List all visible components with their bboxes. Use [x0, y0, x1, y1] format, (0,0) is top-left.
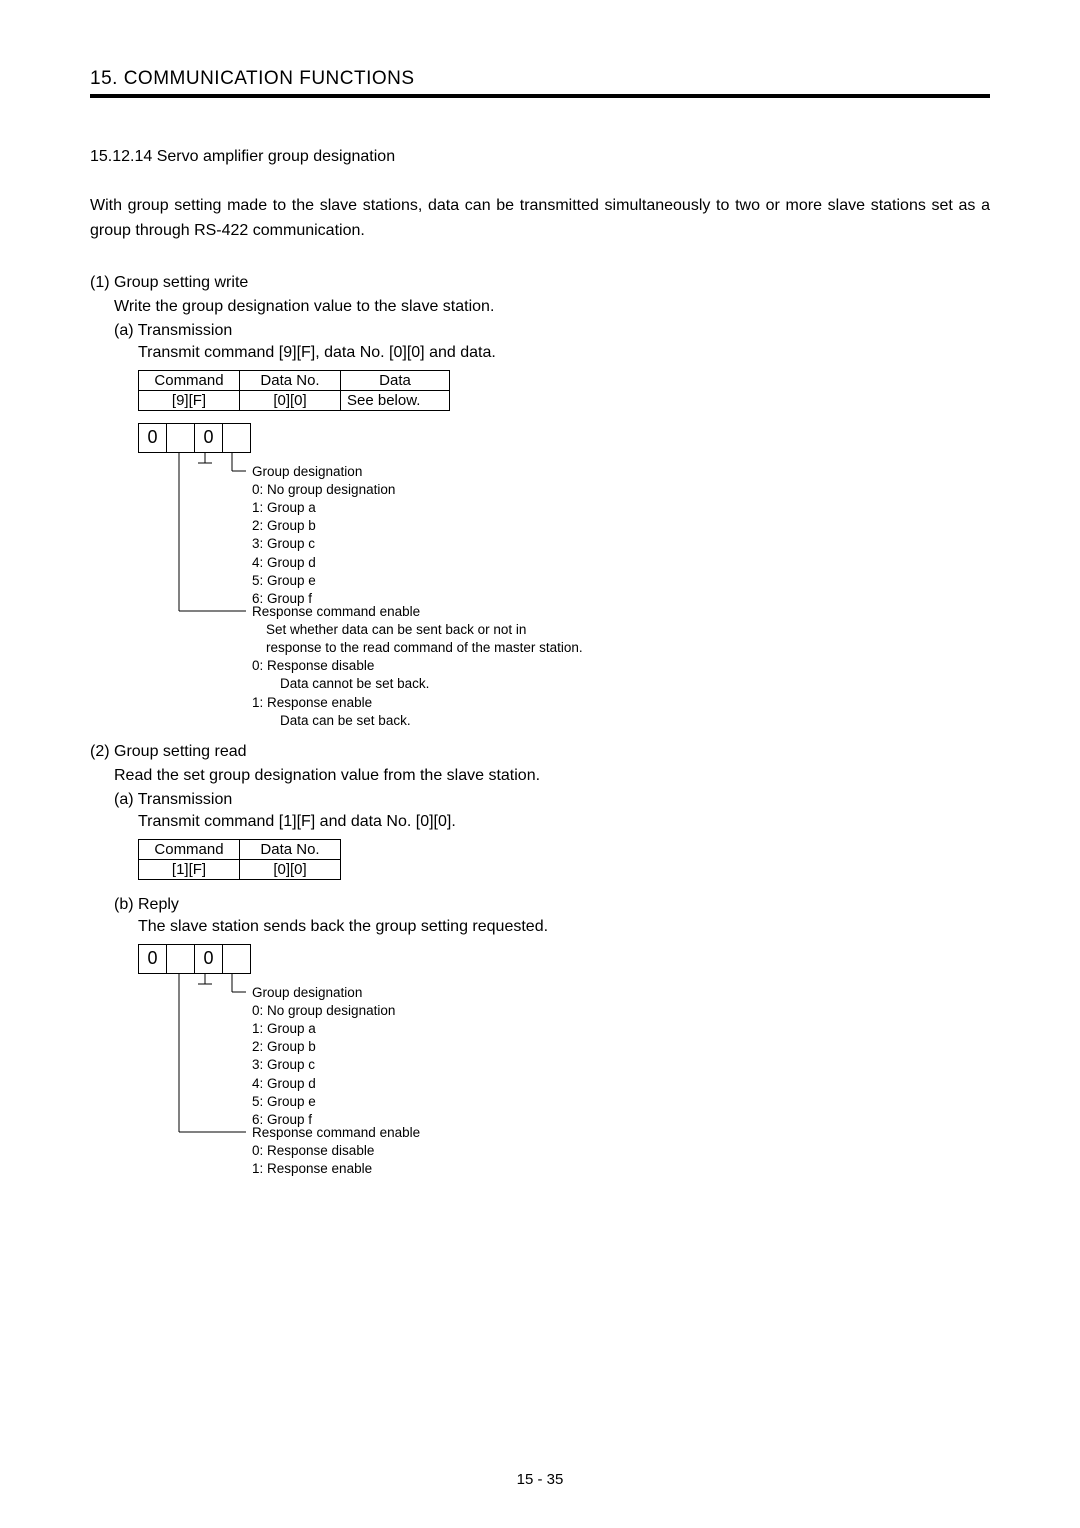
part1-box-row: 0 0: [138, 423, 990, 453]
part2-group-anno: Group designation 0: No group designatio…: [252, 984, 395, 1130]
anno-line: 1: Group a: [252, 1020, 395, 1038]
box-cell: [222, 944, 251, 974]
part1-title: (1) Group setting write: [90, 274, 990, 292]
anno-line: Data can be set back.: [280, 712, 583, 730]
part2-a-desc: Transmit command [1][F] and data No. [0]…: [138, 813, 990, 831]
anno-line: 2: Group b: [252, 1038, 395, 1056]
part1-a-label: (a) Transmission: [114, 322, 990, 340]
box-cell: 0: [194, 944, 223, 974]
part2-b-label: (b) Reply: [114, 896, 990, 914]
anno-line: 4: Group d: [252, 554, 395, 572]
th-datano: Data No.: [240, 839, 341, 859]
part2-title: (2) Group setting read: [90, 743, 990, 761]
td-command: [9][F]: [139, 390, 240, 410]
anno-line: 1: Response enable: [252, 1160, 420, 1178]
anno-line: response to the read command of the mast…: [266, 639, 583, 657]
anno-title: Group designation: [252, 984, 395, 1002]
part1-desc: Write the group designation value to the…: [114, 298, 990, 316]
anno-line: 5: Group e: [252, 1093, 395, 1111]
intro-paragraph: With group setting made to the slave sta…: [90, 194, 990, 244]
anno-title: Response command enable: [252, 1124, 420, 1142]
anno-line: 0: Response disable: [252, 657, 583, 675]
part2-box-row: 0 0: [138, 944, 990, 974]
anno-title: Response command enable: [252, 603, 583, 621]
anno-line: 1: Response enable: [252, 694, 583, 712]
box-cell: 0: [194, 423, 223, 453]
part1-table: Command Data No. Data [9][F] [0][0] See …: [138, 370, 450, 411]
part2-a-label: (a) Transmission: [114, 791, 990, 809]
th-command: Command: [139, 370, 240, 390]
anno-line: 2: Group b: [252, 517, 395, 535]
th-datano: Data No.: [240, 370, 341, 390]
part2-b-desc: The slave station sends back the group s…: [138, 918, 990, 936]
anno-line: Data cannot be set back.: [280, 675, 583, 693]
part2-table: Command Data No. [1][F] [0][0]: [138, 839, 341, 880]
part1-a-desc: Transmit command [9][F], data No. [0][0]…: [138, 344, 990, 362]
page-number: 15 - 35: [0, 1471, 1080, 1488]
box-cell: 0: [138, 423, 167, 453]
part1-resp-anno: Response command enable Set whether data…: [252, 603, 583, 731]
part2-diagram: Group designation 0: No group designatio…: [138, 974, 990, 1194]
box-cell: [222, 423, 251, 453]
part2-resp-anno: Response command enable 0: Response disa…: [252, 1124, 420, 1179]
td-command: [1][F]: [139, 859, 240, 879]
th-data: Data: [341, 370, 450, 390]
section-title: 15.12.14 Servo amplifier group designati…: [90, 148, 990, 166]
part1-group-anno: Group designation 0: No group designatio…: [252, 463, 395, 609]
anno-line: 4: Group d: [252, 1075, 395, 1093]
box-cell: [166, 423, 195, 453]
anno-line: 0: Response disable: [252, 1142, 420, 1160]
td-data: See below.: [341, 390, 450, 410]
td-datano: [0][0]: [240, 390, 341, 410]
anno-line: 5: Group e: [252, 572, 395, 590]
anno-title: Group designation: [252, 463, 395, 481]
anno-line: 0: No group designation: [252, 1002, 395, 1020]
part2-desc: Read the set group designation value fro…: [114, 767, 990, 785]
anno-line: Set whether data can be sent back or not…: [266, 621, 583, 639]
th-command: Command: [139, 839, 240, 859]
part1-diagram: Group designation 0: No group designatio…: [138, 453, 990, 743]
anno-line: 1: Group a: [252, 499, 395, 517]
box-cell: 0: [138, 944, 167, 974]
anno-line: 0: No group designation: [252, 481, 395, 499]
page: 15. COMMUNICATION FUNCTIONS 15.12.14 Ser…: [0, 0, 1080, 1528]
anno-line: 3: Group c: [252, 1056, 395, 1074]
anno-line: 3: Group c: [252, 535, 395, 553]
page-header: 15. COMMUNICATION FUNCTIONS: [90, 68, 990, 98]
box-cell: [166, 944, 195, 974]
td-datano: [0][0]: [240, 859, 341, 879]
